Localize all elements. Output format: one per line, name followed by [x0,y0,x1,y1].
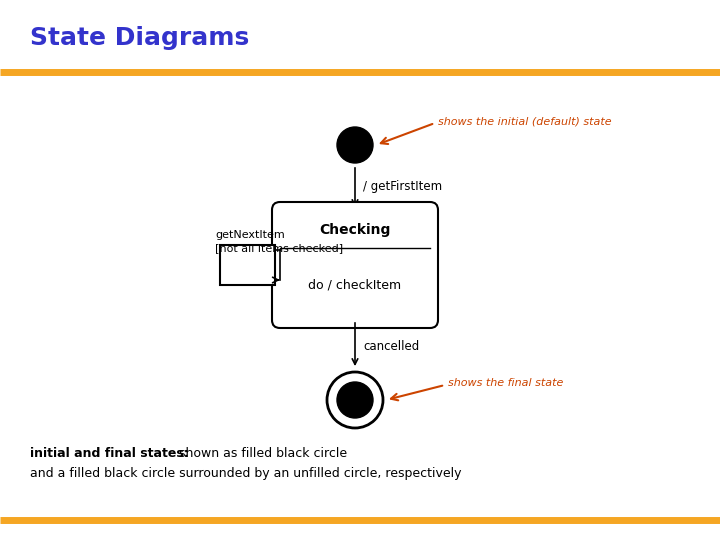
Circle shape [337,382,373,418]
Text: State Diagrams: State Diagrams [30,26,249,50]
Text: initial and final states:: initial and final states: [30,447,189,460]
Text: shown as filled black circle: shown as filled black circle [175,447,347,460]
Text: shows the final state: shows the final state [448,378,563,388]
Text: getNextItem: getNextItem [215,230,284,240]
Text: shows the initial (default) state: shows the initial (default) state [438,116,611,126]
Circle shape [337,127,373,163]
Text: [not all items checked]: [not all items checked] [215,243,343,253]
Bar [220,245,275,285]
Text: and a filled black circle surrounded by an unfilled circle, respectively: and a filled black circle surrounded by … [30,467,462,480]
Text: cancelled: cancelled [363,340,419,353]
Text: do / checkItem: do / checkItem [308,279,402,292]
Text: Checking: Checking [319,223,391,237]
FancyBboxPatch shape [272,202,438,328]
Text: / getFirstItem: / getFirstItem [363,180,442,193]
